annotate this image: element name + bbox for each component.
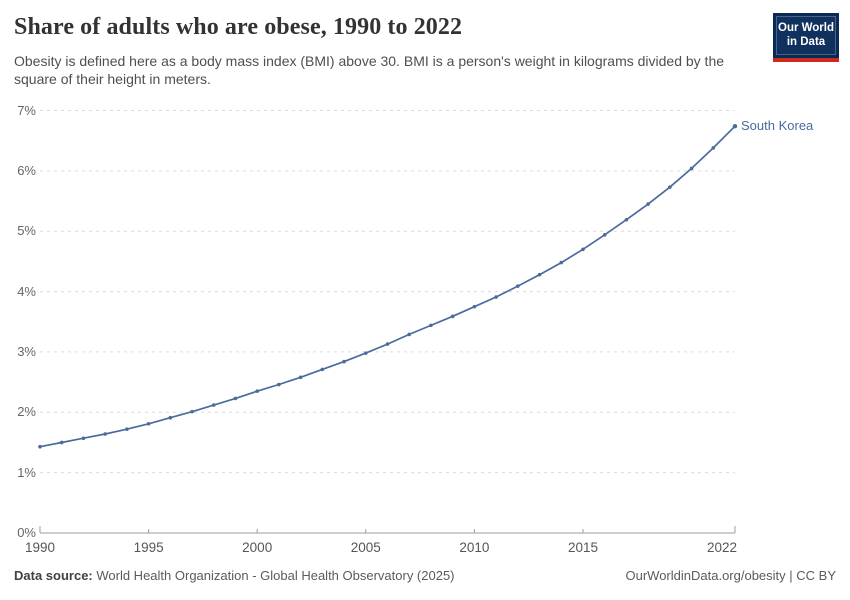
data-point[interactable] <box>581 247 585 252</box>
data-point[interactable] <box>190 409 194 414</box>
data-point[interactable] <box>298 375 303 380</box>
data-point[interactable] <box>559 260 564 265</box>
data-point[interactable] <box>429 323 433 328</box>
data-source-text: World Health Organization - Global Healt… <box>92 568 455 583</box>
data-point[interactable] <box>494 295 498 299</box>
data-point[interactable] <box>689 166 694 171</box>
data-point[interactable] <box>537 272 542 277</box>
y-tick-label: 2% <box>17 404 36 420</box>
y-tick-label: 3% <box>17 343 36 359</box>
data-point[interactable] <box>624 217 629 222</box>
data-point[interactable] <box>320 367 325 372</box>
data-point[interactable] <box>59 440 64 445</box>
data-point[interactable] <box>668 185 672 189</box>
data-point[interactable] <box>255 389 259 393</box>
data-source-note: Data source: World Health Organization -… <box>14 568 455 583</box>
trend-line[interactable] <box>39 125 736 448</box>
data-point[interactable] <box>711 146 716 150</box>
data-point[interactable] <box>732 123 738 129</box>
page-title: Share of adults who are obese, 1990 to 2… <box>14 14 463 40</box>
data-point[interactable] <box>602 233 607 237</box>
owid-logo-text: Our World in Data <box>776 16 836 55</box>
page-subtitle: Obesity is defined here as a body mass i… <box>14 53 725 88</box>
x-tick-label: 1995 <box>133 540 164 555</box>
y-tick-label: 1% <box>17 464 36 480</box>
data-point[interactable] <box>277 382 281 387</box>
data-point[interactable] <box>363 351 368 355</box>
data-point[interactable] <box>646 202 650 206</box>
owid-logo[interactable]: Our World in Data <box>773 13 839 62</box>
data-point[interactable] <box>81 436 86 441</box>
data-point[interactable] <box>472 304 477 309</box>
data-point[interactable] <box>38 444 42 449</box>
y-tick-label: 5% <box>17 223 36 239</box>
x-tick-label: 2000 <box>242 540 273 555</box>
owid-logo-red-bar <box>773 57 839 62</box>
y-tick-label: 0% <box>17 525 36 540</box>
x-tick-label: 2005 <box>350 540 381 555</box>
data-point[interactable] <box>407 332 412 337</box>
x-tick-label: 2022 <box>706 540 737 555</box>
data-point[interactable] <box>146 421 151 426</box>
y-tick-label: 7% <box>17 102 36 118</box>
data-point[interactable] <box>125 427 129 431</box>
data-point[interactable] <box>516 284 520 288</box>
x-tick-label: 2010 <box>459 540 490 555</box>
data-point[interactable] <box>211 403 216 407</box>
credit-link[interactable]: OurWorldinData.org/obesity | CC BY <box>625 568 837 583</box>
series-label-south-korea[interactable]: South Korea <box>741 118 814 134</box>
data-point[interactable] <box>450 314 455 319</box>
y-tick-label: 4% <box>17 283 36 299</box>
x-tick-label: 1990 <box>24 540 56 555</box>
data-source-label: Data source: <box>14 568 93 583</box>
data-point[interactable] <box>385 342 390 346</box>
data-point[interactable] <box>168 415 173 420</box>
y-tick-label: 6% <box>17 162 36 178</box>
data-point[interactable] <box>233 396 238 401</box>
data-point[interactable] <box>103 432 107 436</box>
chart-footer: Data source: World Health Organization -… <box>14 568 836 583</box>
data-point[interactable] <box>342 359 346 364</box>
x-tick-label: 2015 <box>567 540 598 555</box>
